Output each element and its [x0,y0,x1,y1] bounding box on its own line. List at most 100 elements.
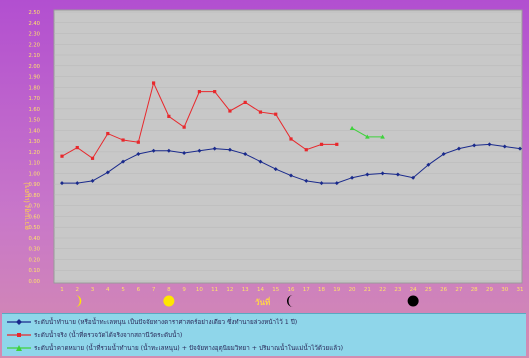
series-point-1 [167,114,171,118]
x-tick-label: 15 [272,287,279,293]
series-point-0 [90,178,95,183]
y-tick-label: 0.10 [28,268,40,274]
y-tick-label: 1.10 [28,161,40,167]
series-point-0 [426,162,431,167]
x-tick-label: 10 [196,287,203,293]
x-tick-label: 27 [455,287,462,293]
series-point-0 [105,170,110,175]
legend-label-forecast: ระดับน้ำคาดหมาย (น้ำที่รวมน้ำทำนาย (น้ำท… [34,345,344,352]
y-tick-label: 0.30 [28,247,40,253]
series-point-1 [136,140,140,144]
series-point-0 [411,175,416,180]
y-tick-label: 2.00 [28,64,40,70]
series-point-0 [487,142,492,147]
y-tick-label: 1.70 [28,96,40,102]
y-tick-label: 0.00 [28,279,40,285]
x-tick-label: 12 [226,287,233,293]
series-point-1 [319,142,324,146]
x-tick-label: 21 [364,287,371,293]
y-tick-label: 0.20 [28,257,40,263]
series-point-1 [243,100,247,104]
series-point-1 [90,156,95,160]
y-tick-label: 0.90 [28,182,40,188]
series-point-0 [60,181,64,186]
x-tick-label: 2 [76,287,80,293]
series-point-0 [289,173,293,178]
new-moon-icon [407,295,419,307]
x-tick-label: 26 [440,287,447,293]
series-point-0 [166,148,171,153]
series-point-0 [350,175,355,180]
series-point-0 [243,152,248,157]
x-tick-label: 1 [60,287,64,293]
x-tick-label: 23 [394,287,401,293]
legend-marker-observed-icon [7,333,31,337]
series-point-1 [152,81,156,85]
series-point-1 [197,90,201,94]
x-tick-label: 16 [288,287,295,293]
x-tick-label: 13 [242,287,249,293]
series-point-0 [456,146,461,151]
series-group [60,81,522,186]
x-tick-label: 3 [91,287,95,293]
x-tick-label: 30 [501,287,508,293]
moon-phase-icons [75,295,419,307]
y-tick-label: 1.90 [28,75,40,81]
series-point-0 [273,167,278,172]
series-point-1 [335,142,339,146]
x-tick-label: 18 [318,287,325,293]
series-point-0 [136,152,141,157]
y-tick-label: 1.00 [28,171,40,177]
series-point-0 [472,143,477,148]
x-tick-label: 20 [349,287,356,293]
legend-item-observed: ระดับน้ำจริง (น้ำที่ตรวจวัดได้จริงจากสถา… [6,330,182,343]
x-tick-labels: 1 2 3 4 5 6 7 8 9 10 11 12 13 14 15 16 17 18 19 20 21 22 23 24 2… [60,287,523,293]
x-tick-label: 17 [303,287,310,293]
y-tick-label: 2.20 [28,42,40,48]
series-point-0 [380,171,385,176]
x-tick-label: 8 [167,287,171,293]
y-tick-label: 1.60 [28,107,40,113]
y-tick-label: 1.20 [28,150,40,156]
x-tick-label: 31 [517,287,524,293]
series-point-0 [151,148,156,153]
series-point-1 [289,137,293,141]
series-point-1 [228,109,232,113]
x-tick-label: 25 [425,287,432,293]
series-point-1 [182,125,186,129]
y-tick-label: 0.80 [28,193,40,199]
plot-area [53,9,523,284]
series-point-1 [304,148,308,152]
series-point-2 [349,125,355,131]
y-tick-label: 2.10 [28,53,40,59]
y-tick-label: 1.40 [28,128,40,134]
y-axis-label: ความสูง (เมตร) [23,182,31,230]
series-point-1 [60,154,64,158]
series-point-1 [258,110,263,114]
x-tick-label: 6 [137,287,141,293]
waning-crescent-moon-icon [287,295,293,307]
series-point-1 [75,145,79,150]
legend-marker-forecast-icon [7,345,31,351]
x-tick-label: 24 [410,287,417,293]
x-tick-label: 9 [182,287,186,293]
y-tick-label: 1.80 [28,85,40,91]
full-moon-icon [163,295,175,307]
series-point-1 [274,112,278,116]
x-tick-label: 5 [121,287,125,293]
x-tick-label: 29 [486,287,493,293]
y-tick-label: 0.50 [28,225,40,231]
series-point-0 [441,152,446,157]
x-tick-label: 7 [152,287,156,293]
series-point-0 [502,144,507,149]
series-point-0 [75,181,80,186]
series-point-0 [121,159,126,164]
series-point-2 [365,134,370,139]
series-point-0 [227,147,232,152]
legend-label-observed: ระดับน้ำจริง (น้ำที่ตรวจวัดได้จริงจากสถา… [34,332,183,339]
legend-item-forecast: ระดับน้ำคาดหมาย (น้ำที่รวมน้ำทำนาย (น้ำท… [6,343,343,356]
series-point-0 [395,172,400,177]
y-tick-label: 2.50 [28,10,40,16]
legend: ระดับน้ำทำนาย (หรือน้ำทะเลหนุน เป็นปัจจั… [2,313,526,356]
